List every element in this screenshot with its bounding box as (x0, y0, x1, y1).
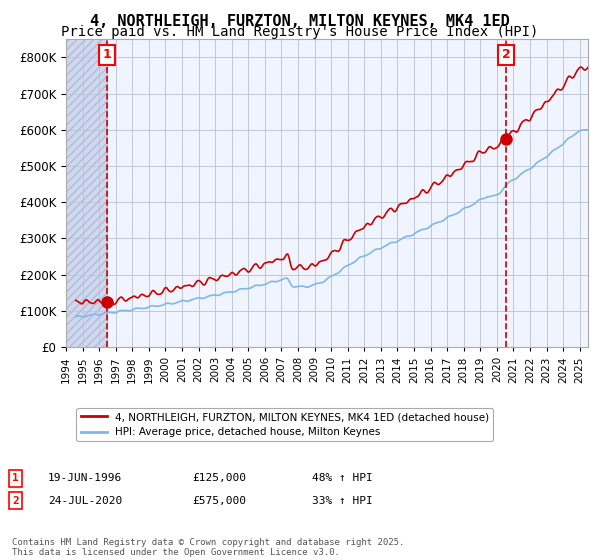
Legend: 4, NORTHLEIGH, FURZTON, MILTON KEYNES, MK4 1ED (detached house), HPI: Average pr: 4, NORTHLEIGH, FURZTON, MILTON KEYNES, M… (76, 408, 493, 441)
Bar (66, 39, 107, 347)
Text: 4, NORTHLEIGH, FURZTON, MILTON KEYNES, MK4 1ED: 4, NORTHLEIGH, FURZTON, MILTON KEYNES, M… (90, 14, 510, 29)
Text: 2: 2 (502, 49, 511, 62)
Text: £575,000: £575,000 (192, 496, 246, 506)
Text: 24-JUL-2020: 24-JUL-2020 (48, 496, 122, 506)
Text: 33% ↑ HPI: 33% ↑ HPI (312, 496, 373, 506)
Bar (66, 39, 107, 347)
Text: Price paid vs. HM Land Registry's House Price Index (HPI): Price paid vs. HM Land Registry's House … (61, 25, 539, 39)
Text: 19-JUN-1996: 19-JUN-1996 (48, 473, 122, 483)
Text: Contains HM Land Registry data © Crown copyright and database right 2025.
This d: Contains HM Land Registry data © Crown c… (12, 538, 404, 557)
Text: 1: 1 (12, 473, 19, 483)
Text: 2: 2 (12, 496, 19, 506)
Text: 1: 1 (103, 49, 112, 62)
Text: £125,000: £125,000 (192, 473, 246, 483)
Text: 48% ↑ HPI: 48% ↑ HPI (312, 473, 373, 483)
